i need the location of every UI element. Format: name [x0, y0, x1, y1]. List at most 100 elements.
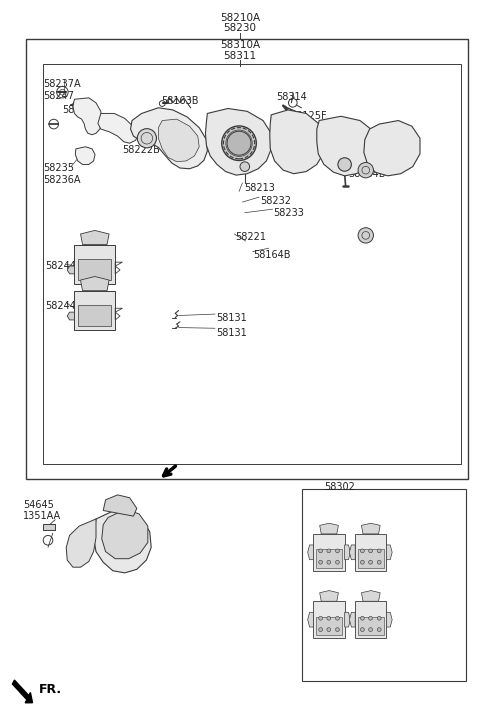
Bar [74, 291, 115, 330]
Polygon shape [103, 495, 137, 516]
Bar [302, 489, 466, 681]
Polygon shape [308, 545, 313, 559]
Polygon shape [364, 121, 420, 176]
Polygon shape [98, 113, 139, 143]
Ellipse shape [336, 627, 339, 632]
Ellipse shape [327, 616, 331, 620]
Text: 58310A: 58310A [220, 40, 260, 50]
Polygon shape [102, 509, 148, 559]
Text: 58244A: 58244A [46, 301, 83, 311]
Polygon shape [361, 591, 380, 601]
Ellipse shape [377, 627, 381, 632]
Ellipse shape [360, 549, 364, 553]
Text: 58302: 58302 [324, 482, 355, 492]
Ellipse shape [327, 549, 331, 553]
Polygon shape [361, 523, 380, 534]
Ellipse shape [222, 126, 256, 160]
Bar [26, 39, 468, 479]
Polygon shape [345, 613, 350, 627]
Polygon shape [349, 613, 355, 627]
Ellipse shape [377, 616, 381, 620]
Text: 58210A: 58210A [220, 13, 260, 23]
Text: 58264A: 58264A [62, 105, 100, 115]
Ellipse shape [377, 560, 381, 564]
Polygon shape [270, 110, 325, 174]
Text: 58235
58236A: 58235 58236A [43, 163, 81, 184]
Text: 58232: 58232 [260, 196, 291, 206]
Text: 58237A
58247: 58237A 58247 [43, 79, 81, 101]
Polygon shape [158, 119, 199, 162]
Bar [43, 64, 461, 464]
Ellipse shape [358, 162, 373, 178]
Bar [355, 534, 386, 571]
FancyArrow shape [12, 680, 33, 703]
Text: 58125: 58125 [311, 128, 342, 138]
Polygon shape [94, 510, 151, 573]
Ellipse shape [319, 616, 323, 620]
Polygon shape [67, 312, 74, 320]
Ellipse shape [137, 128, 156, 148]
Text: 58244A: 58244A [46, 261, 83, 271]
Polygon shape [131, 108, 207, 169]
Ellipse shape [338, 158, 351, 171]
Ellipse shape [319, 560, 323, 564]
Ellipse shape [360, 560, 364, 564]
Ellipse shape [360, 616, 364, 620]
Ellipse shape [327, 560, 331, 564]
Bar [316, 617, 342, 635]
Polygon shape [75, 147, 95, 164]
Text: 58230: 58230 [224, 23, 256, 33]
Ellipse shape [377, 549, 381, 553]
Polygon shape [66, 519, 96, 567]
Bar [78, 259, 111, 280]
Text: 58221: 58221 [235, 232, 266, 242]
Ellipse shape [336, 560, 339, 564]
Ellipse shape [369, 549, 372, 553]
Ellipse shape [336, 549, 339, 553]
Polygon shape [349, 545, 355, 559]
Bar [74, 245, 115, 284]
Bar [355, 601, 386, 638]
Ellipse shape [358, 228, 373, 243]
Ellipse shape [240, 162, 250, 172]
Polygon shape [317, 116, 378, 176]
Text: 58311: 58311 [223, 51, 257, 61]
Polygon shape [345, 545, 350, 559]
Text: 58125F: 58125F [290, 111, 327, 121]
Bar [313, 601, 345, 638]
Ellipse shape [369, 627, 372, 632]
Bar [313, 534, 345, 571]
Text: 58222: 58222 [330, 155, 361, 164]
Text: 58314: 58314 [276, 92, 307, 102]
Polygon shape [386, 613, 392, 627]
Ellipse shape [369, 616, 372, 620]
Bar [43, 524, 55, 530]
Polygon shape [205, 108, 271, 175]
Text: 58163B: 58163B [161, 96, 198, 106]
Polygon shape [320, 591, 338, 601]
Ellipse shape [319, 549, 323, 553]
Text: 58213: 58213 [244, 183, 275, 193]
Polygon shape [81, 277, 109, 291]
Bar [316, 549, 342, 568]
Ellipse shape [227, 131, 251, 155]
Ellipse shape [369, 560, 372, 564]
Ellipse shape [319, 627, 323, 632]
Bar [78, 305, 111, 326]
Ellipse shape [327, 627, 331, 632]
Text: 58131: 58131 [216, 313, 247, 323]
Ellipse shape [360, 627, 364, 632]
Bar [358, 617, 384, 635]
Text: FR.: FR. [38, 683, 61, 696]
Text: 58131: 58131 [216, 328, 247, 338]
Text: 58233: 58233 [274, 208, 304, 218]
Polygon shape [81, 230, 109, 245]
Polygon shape [320, 523, 338, 534]
Ellipse shape [336, 616, 339, 620]
Polygon shape [73, 98, 102, 135]
Polygon shape [67, 266, 74, 274]
Polygon shape [386, 545, 392, 559]
Text: 58164B: 58164B [348, 169, 386, 179]
Text: 58222B: 58222B [122, 145, 160, 155]
Text: 58164B: 58164B [253, 250, 291, 259]
